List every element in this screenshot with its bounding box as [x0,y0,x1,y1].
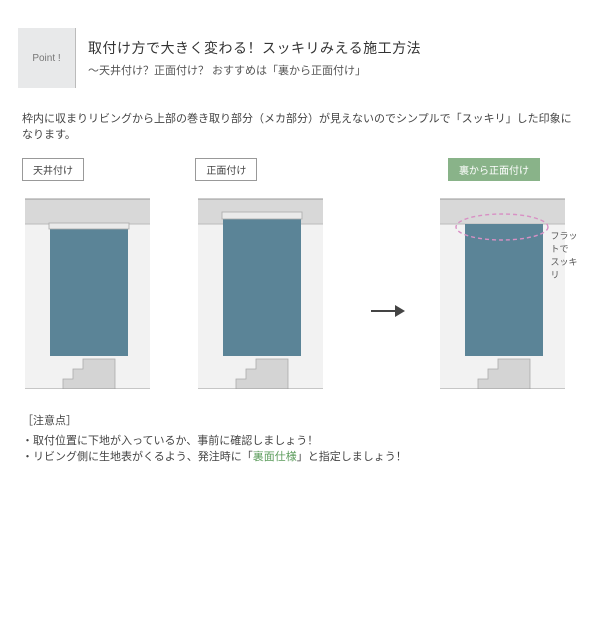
diagram-illustration [198,189,323,394]
diagrams-row: 天井付け 正面付け [22,158,578,394]
page-title: 取付け方で大きく変わる！スッキリみえる施工方法 [88,38,421,58]
arrow-icon [369,301,405,321]
diagram-label: 天井付け [22,158,84,181]
notes-heading: ［注意点］ [22,412,578,428]
note-line-1: ・取付位置に下地が入っているか、事前に確認しましょう！ [22,432,578,448]
notes-section: ［注意点］ ・取付位置に下地が入っているか、事前に確認しましょう！ ・リビング側… [22,412,578,464]
page-subtitle: 〜天井付け？正面付け？ おすすめは「裏から正面付け」 [88,62,421,78]
diagram-label: 正面付け [195,158,257,181]
diagram-front-mount: 正面付け [195,158,325,394]
description: 枠内に収まりリビングから上部の巻き取り部分（メカ部分）が見えないのでシンプルで「… [22,110,578,142]
diagram-ceiling-mount: 天井付け [22,158,152,394]
diagram-illustration [25,189,150,394]
diagram-back-front-mount: 裏から正面付け フラットで スッキリ [448,158,578,394]
diagram-illustration: フラットで スッキリ [440,189,585,394]
callout-text: フラットで スッキリ [550,229,585,281]
note-line-2b: 」と指定しましょう！ [297,451,407,463]
note-line-2: ・リビング側に生地表がくるよう、発注時に「裏面仕様」と指定しましょう！ [22,448,578,464]
note-line-2-green: 裏面仕様 [253,451,297,463]
note-line-2a: ・リビング側に生地表がくるよう、発注時に「 [22,451,253,463]
point-label: Point ! [18,28,76,88]
header-row: Point ! 取付け方で大きく変わる！スッキリみえる施工方法 〜天井付け？正面… [18,28,582,88]
diagram-label: 裏から正面付け [448,158,540,181]
header-text: 取付け方で大きく変わる！スッキリみえる施工方法 〜天井付け？正面付け？ おすすめ… [76,28,433,88]
